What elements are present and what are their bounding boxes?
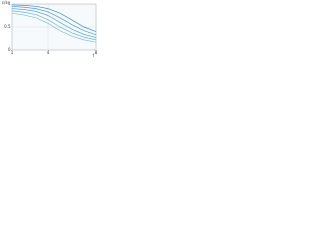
series-line	[11, 5, 97, 36]
x-tick-label: 8	[95, 50, 98, 55]
y-tick-label: 0.5	[4, 24, 11, 29]
y-tick-label: 0	[8, 47, 11, 52]
series-line	[11, 4, 97, 32]
y-tick-label: 1	[8, 1, 11, 6]
y-axis-label: ε/ε₀	[2, 0, 10, 5]
series-line	[11, 12, 97, 43]
chart: ε/ε₀ f 0 0.5 1 1 4 8	[2, 0, 98, 58]
x-tick-label: 1	[11, 50, 14, 55]
x-tick-label: 4	[47, 50, 50, 55]
series-line	[11, 10, 97, 41]
x-axis-label: f	[93, 53, 95, 58]
series-line	[11, 8, 97, 38]
